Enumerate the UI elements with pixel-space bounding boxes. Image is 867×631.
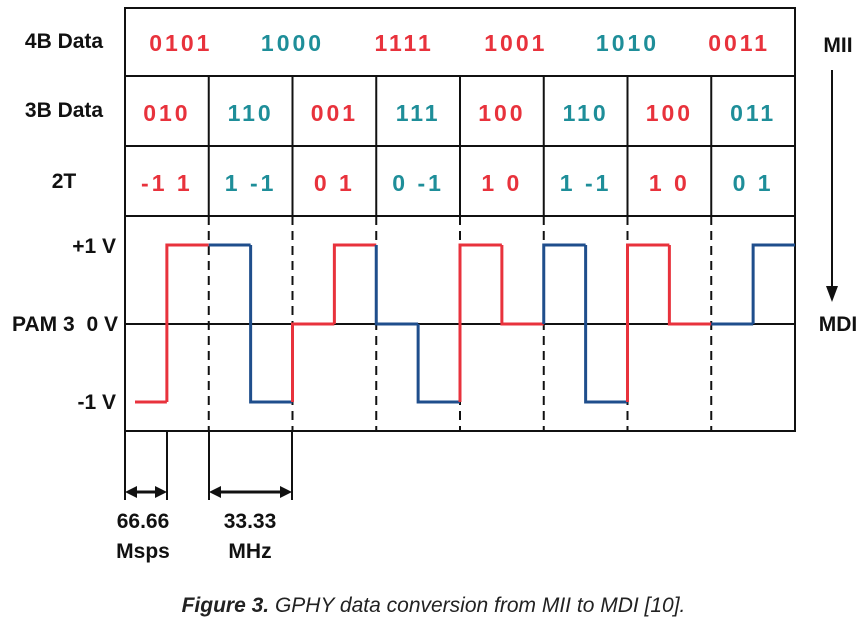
waveform-segment [667, 245, 712, 326]
fourb-cell: 0011 [708, 30, 770, 56]
threeb-row: 010 110 001 111 100 110 100 011 [143, 100, 776, 126]
measurement-arrowheads [125, 486, 292, 498]
figure-caption: Figure 3. GPHY data conversion from MII … [0, 594, 867, 618]
twot-cell: 0 -1 [392, 170, 444, 196]
twot-cell: -1 1 [141, 170, 193, 196]
threeb-cell: 111 [396, 100, 441, 126]
mii-label: MII [823, 34, 852, 57]
waveform-segment [249, 245, 293, 404]
twot-cell: 1 -1 [560, 170, 612, 196]
fourb-cell: 1000 [261, 30, 324, 56]
threeb-cell: 110 [228, 100, 274, 126]
twot-cell: 0 1 [314, 170, 355, 196]
threeb-cell: 001 [311, 100, 358, 126]
waveform-segment [584, 245, 628, 404]
pam3-waveform [135, 243, 795, 404]
threeb-cell: 010 [143, 100, 190, 126]
column-dividers [207, 76, 713, 216]
fourb-cell: 1001 [484, 30, 547, 56]
waveform-segment [458, 243, 502, 402]
waveform-segment [374, 245, 419, 326]
waveform-segment [165, 243, 209, 402]
level-label-plus: +1 V [72, 235, 116, 258]
row-label-4b: 4B Data [25, 30, 104, 53]
fourb-cell: 1111 [374, 30, 433, 56]
waveform-segment [751, 243, 795, 324]
waveform-segment [542, 243, 586, 324]
caption-label: Figure 3. [181, 594, 270, 617]
twot-row: -1 1 1 -1 0 1 0 -1 1 0 1 -1 1 0 0 1 [141, 170, 774, 196]
threeb-cell: 110 [563, 100, 609, 126]
arrow-down-icon [826, 286, 838, 302]
arrow-left-icon [209, 486, 221, 498]
threeb-cell: 100 [646, 100, 693, 126]
symbol-rate-unit: Msps [116, 540, 170, 563]
level-label-zero: 0 V [86, 313, 118, 336]
waveform-segment [500, 245, 544, 326]
caption-text: GPHY data conversion from MII to MDI [10… [269, 594, 686, 617]
twot-cell: 1 -1 [225, 170, 277, 196]
row-label-3b: 3B Data [25, 99, 104, 122]
mdi-label: MDI [819, 313, 858, 336]
freq-value: 33.33 [224, 510, 277, 533]
waveform-segment [416, 324, 460, 404]
row-label-pam3: PAM 3 [12, 313, 75, 336]
waveform-segment [332, 243, 377, 324]
fourb-cell: 0101 [149, 30, 212, 56]
waveform-segment [626, 243, 670, 402]
arrow-right-icon [155, 486, 167, 498]
arrow-right-icon [280, 486, 292, 498]
twot-cell: 0 1 [733, 170, 774, 196]
measurement-markers [124, 431, 293, 500]
symbol-rate-value: 66.66 [117, 510, 170, 533]
twot-cell: 1 0 [481, 170, 522, 196]
level-label-minus: -1 V [77, 391, 116, 414]
waveform-segment [291, 322, 335, 402]
row-label-2t: 2T [52, 170, 77, 193]
threeb-cell: 011 [730, 100, 776, 126]
threeb-cell: 100 [478, 100, 525, 126]
twot-cell: 1 0 [649, 170, 690, 196]
fourb-cell: 1010 [596, 30, 659, 56]
freq-unit: MHz [228, 540, 271, 563]
arrow-left-icon [125, 486, 137, 498]
fourb-row: 0101 1000 1111 1001 1010 0011 [149, 30, 770, 56]
